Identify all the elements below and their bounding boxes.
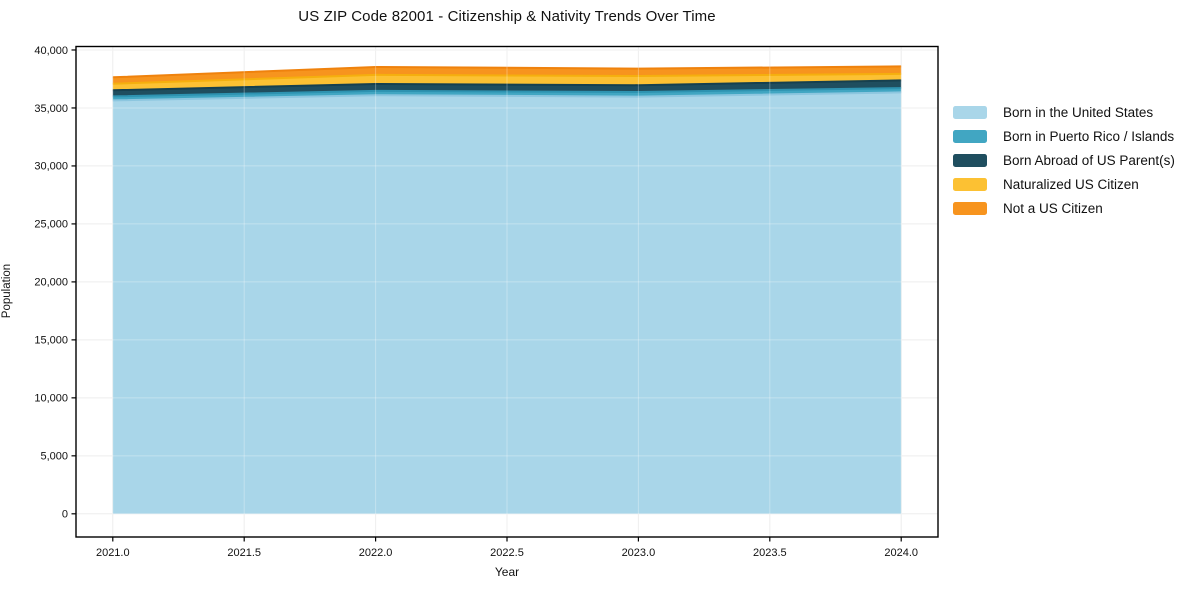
y-tick-label: 30,000 <box>34 161 68 173</box>
y-tick-label: 20,000 <box>34 277 68 289</box>
y-tick-label: 25,000 <box>34 219 68 231</box>
legend-label: Born Abroad of US Parent(s) <box>1003 153 1175 168</box>
x-tick-label: 2023.5 <box>753 547 787 559</box>
legend-swatch <box>953 130 987 143</box>
legend-label: Born in Puerto Rico / Islands <box>1003 129 1175 144</box>
boundary-line <box>112 65 902 79</box>
area-born-in-the-united-states <box>112 92 902 514</box>
x-tick-label: 2022.0 <box>359 547 393 559</box>
y-tick-label: 10,000 <box>34 393 68 405</box>
boundary-line <box>112 79 902 92</box>
legend-swatch <box>953 178 987 191</box>
x-axis-label: Year <box>494 565 520 579</box>
legend-label: Naturalized US Citizen <box>1003 177 1139 192</box>
y-tick-label: 40,000 <box>34 45 68 57</box>
x-tick-label: 2021.0 <box>96 547 130 559</box>
x-tick-label: 2022.5 <box>490 547 524 559</box>
x-tick-label: 2024.0 <box>884 547 918 559</box>
y-tick-label: 15,000 <box>34 335 68 347</box>
legend-item: Not a US Citizen <box>953 201 1175 216</box>
legend-label: Not a US Citizen <box>1003 201 1103 216</box>
y-tick-label: 0 <box>62 509 68 521</box>
boundary-line <box>112 72 902 85</box>
legend-label: Born in the United States <box>1003 105 1154 120</box>
x-tick-label: 2021.5 <box>227 547 261 559</box>
legend: Born in the United States Born in Puerto … <box>953 105 1175 226</box>
x-tick-label: 2023.0 <box>622 547 656 559</box>
boundary-line <box>112 87 902 98</box>
legend-item: Naturalized US Citizen <box>953 177 1175 192</box>
boundary-line <box>112 91 902 102</box>
legend-item: Born Abroad of US Parent(s) <box>953 153 1175 168</box>
y-tick-label: 35,000 <box>34 103 68 115</box>
legend-swatch <box>953 154 987 167</box>
y-tick-label: 5,000 <box>40 451 68 463</box>
legend-item: Born in the United States <box>953 105 1175 120</box>
y-axis-label: Population <box>1 263 13 319</box>
legend-item: Born in Puerto Rico / Islands <box>953 129 1175 144</box>
legend-swatch <box>953 202 987 215</box>
legend-swatch <box>953 106 987 119</box>
chart-title: US ZIP Code 82001 - Citizenship & Nativi… <box>298 8 716 25</box>
